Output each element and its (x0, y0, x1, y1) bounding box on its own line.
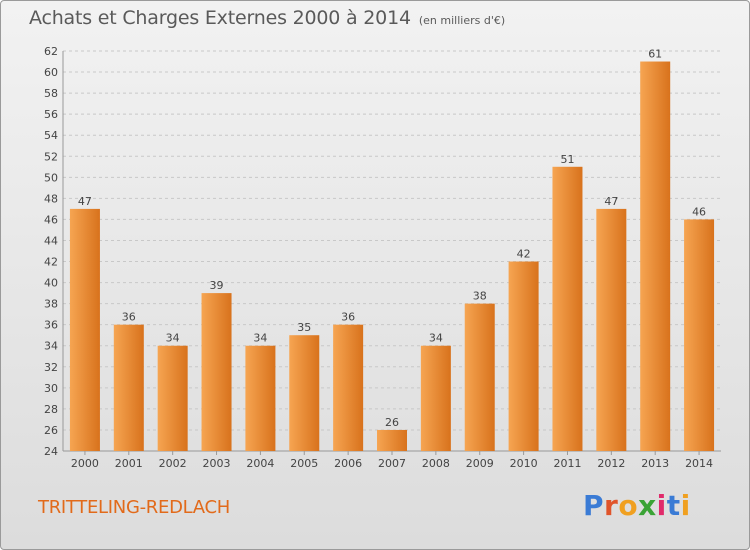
data-label: 35 (297, 321, 311, 334)
y-tick-label: 26 (44, 424, 58, 437)
y-tick-label: 54 (44, 129, 58, 142)
bar-2013 (640, 61, 671, 452)
town-name: TRITTELING-REDLACH (38, 497, 230, 518)
y-tick-label: 32 (44, 361, 58, 374)
data-label: 36 (341, 311, 355, 324)
unit-note: (en milliers d'€) (418, 14, 506, 27)
logo-letter: i (680, 489, 691, 522)
x-tick-label: 2000 (71, 457, 99, 470)
x-tick-label: 2002 (159, 457, 187, 470)
bar-2009 (464, 303, 495, 451)
bar-2014 (684, 219, 715, 451)
logo-letter: o (618, 489, 639, 522)
title-text: Achats et Charges Externes 2000 à 2014 (29, 7, 411, 29)
y-tick-label: 34 (44, 340, 58, 353)
x-tick-label: 2004 (246, 457, 274, 470)
x-tick-labels: 2000 2001 2002 2003 2004 2005 2006 2007 2008 2009… (71, 457, 713, 470)
y-tick-label: 40 (44, 277, 58, 290)
bar-2007 (377, 429, 407, 451)
data-label: 34 (253, 332, 267, 345)
data-label: 51 (560, 153, 574, 166)
y-tick-label: 24 (44, 445, 58, 458)
proxiti-logo: Proxiti (583, 489, 691, 522)
x-tick-label: 2012 (597, 457, 625, 470)
x-tick-label: 2008 (422, 457, 450, 470)
y-tick-label: 36 (44, 319, 58, 332)
y-tick-label: 52 (44, 150, 58, 163)
x-tick-label: 2005 (290, 457, 318, 470)
bar-2005 (289, 335, 320, 451)
logo-letter: r (604, 489, 619, 522)
y-tick-label: 62 (44, 45, 58, 58)
y-tick-label: 42 (44, 256, 58, 269)
bar-2001 (113, 324, 144, 451)
data-label: 38 (473, 290, 487, 303)
bar-2004 (245, 345, 276, 451)
y-tick-label: 56 (44, 108, 58, 121)
x-tick-label: 2009 (466, 457, 494, 470)
x-tick-label: 2014 (685, 457, 713, 470)
logo-letter: t (666, 489, 681, 522)
data-label: 46 (692, 205, 706, 218)
x-tick-label: 2007 (378, 457, 406, 470)
data-label: 47 (604, 195, 618, 208)
y-tick-label: 46 (44, 213, 58, 226)
y-tick-label: 48 (44, 192, 58, 205)
bar-2002 (157, 345, 188, 451)
data-label: 39 (210, 279, 224, 292)
x-tick-label: 2010 (510, 457, 538, 470)
bar-2008 (420, 345, 451, 451)
data-label: 42 (517, 248, 531, 261)
bars (69, 61, 715, 452)
y-tick-label: 58 (44, 87, 58, 100)
logo-letter: i (656, 489, 667, 522)
y-tick-label: 50 (44, 171, 58, 184)
x-tick-label: 2001 (115, 457, 143, 470)
bar-2003 (201, 293, 232, 451)
x-tick-label: 2003 (203, 457, 231, 470)
logo-letter: x (638, 489, 657, 522)
data-labels: 47 36 34 39 34 35 36 26 34 38 42 51 47 61 46 (78, 48, 706, 429)
logo-letter: P (583, 489, 605, 522)
y-tick-label: 38 (44, 298, 58, 311)
data-label: 26 (385, 416, 399, 429)
y-tick-label: 44 (44, 234, 58, 247)
bar-2000 (69, 208, 100, 451)
data-label: 34 (166, 332, 180, 345)
bar-2010 (508, 261, 539, 451)
x-tick-label: 2013 (641, 457, 669, 470)
chart-title: Achats et Charges Externes 2000 à 2014 (e… (29, 7, 505, 29)
data-label: 47 (78, 195, 92, 208)
data-label: 61 (648, 48, 662, 61)
data-label: 36 (122, 311, 136, 324)
y-tick-label: 28 (44, 403, 58, 416)
x-tick-label: 2006 (334, 457, 362, 470)
bar-2012 (596, 208, 627, 451)
y-tick-label: 60 (44, 66, 58, 79)
y-tick-labels: 24 26 28 30 32 34 36 38 40 42 44 46 48 50 52 54 56 58 60 62 (44, 45, 58, 458)
x-tick-label: 2011 (553, 457, 581, 470)
y-tick-label: 30 (44, 382, 58, 395)
bar-2006 (333, 324, 364, 451)
data-label: 34 (429, 332, 443, 345)
bar-2011 (552, 166, 583, 451)
